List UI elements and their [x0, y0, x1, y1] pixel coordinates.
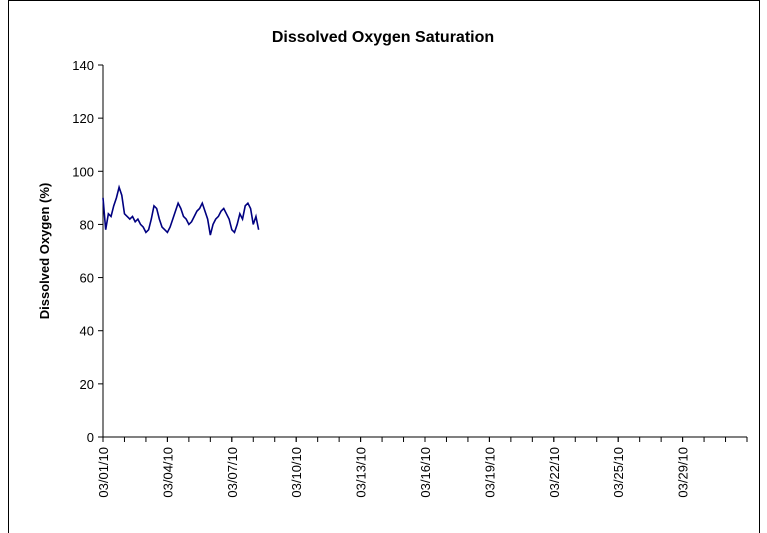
x-tick-label: 03/13/10 — [354, 447, 369, 498]
y-tick-label: 120 — [72, 111, 94, 126]
x-tick-label: 03/19/10 — [482, 447, 497, 498]
chart-frame — [8, 0, 760, 533]
x-tick-label: 03/01/10 — [96, 447, 111, 498]
y-tick-label: 0 — [87, 430, 94, 445]
x-tick-label: 03/04/10 — [160, 447, 175, 498]
y-tick-label: 60 — [80, 271, 94, 286]
y-tick-label: 80 — [80, 217, 94, 232]
y-tick-label: 20 — [80, 377, 94, 392]
y-axis-label: Dissolved Oxygen (%) — [37, 183, 52, 320]
y-tick-label: 100 — [72, 164, 94, 179]
y-tick-label: 40 — [80, 324, 94, 339]
x-tick-label: 03/29/10 — [676, 447, 691, 498]
x-tick-label: 03/25/10 — [611, 447, 626, 498]
x-tick-label: 03/10/10 — [289, 447, 304, 498]
chart-title: Dissolved Oxygen Saturation — [272, 29, 494, 46]
x-tick-label: 03/16/10 — [418, 447, 433, 498]
data-line — [102, 184, 260, 236]
y-tick-label: 140 — [72, 58, 94, 73]
x-tick-label: 03/22/10 — [547, 447, 562, 498]
x-tick-label: 03/07/10 — [225, 447, 240, 498]
